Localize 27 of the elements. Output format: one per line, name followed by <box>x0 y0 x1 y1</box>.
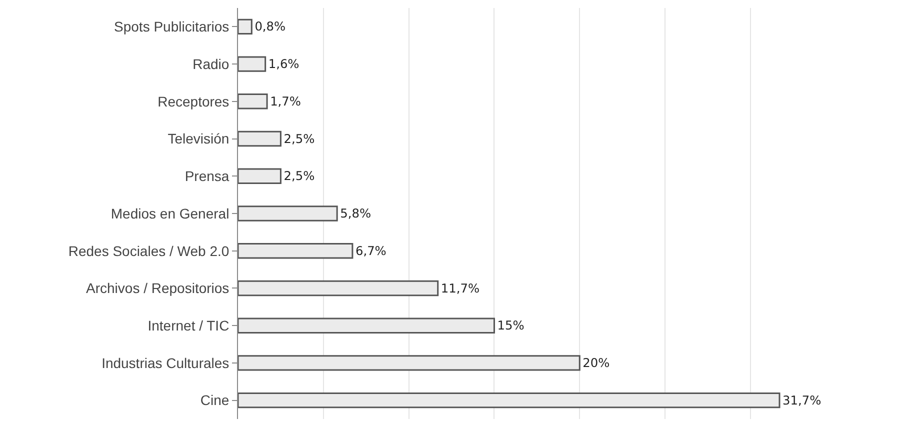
bar <box>238 56 266 72</box>
y-tick-label: Radio <box>192 56 230 72</box>
data-label: 2,5% <box>284 169 315 184</box>
y-tick-label: Televisión <box>168 130 230 147</box>
data-label: 2,5% <box>284 132 315 146</box>
bar <box>238 18 252 35</box>
data-label: 11,7% <box>440 281 480 296</box>
data-label: 5,8% <box>340 206 371 221</box>
data-label: 1,7% <box>270 94 301 108</box>
y-tick-label: Archivos / Repositorios <box>86 280 230 296</box>
data-label: 15% <box>497 318 524 333</box>
y-tick-label: Internet / TIC <box>148 317 230 334</box>
y-tick-label: Medios en General <box>110 205 230 222</box>
bar <box>238 94 268 110</box>
data-label: 6,7% <box>355 244 386 258</box>
y-tick-label: Receptores <box>158 93 230 110</box>
data-label: 1,6% <box>268 57 300 72</box>
y-tick-label: Prensa <box>184 168 230 184</box>
bar <box>238 168 282 184</box>
y-tick-label: Spots Publicitarios <box>114 18 230 35</box>
y-tick-label: Industrias Culturales <box>102 354 230 371</box>
data-label: 31,7% <box>782 393 822 408</box>
y-tick-label: Redes Sociales / Web 2.0 <box>68 242 230 259</box>
data-label: 0,8% <box>254 20 286 34</box>
y-tick-label: Cine <box>200 392 230 408</box>
data-label: 20% <box>582 356 610 370</box>
bar <box>238 130 282 147</box>
